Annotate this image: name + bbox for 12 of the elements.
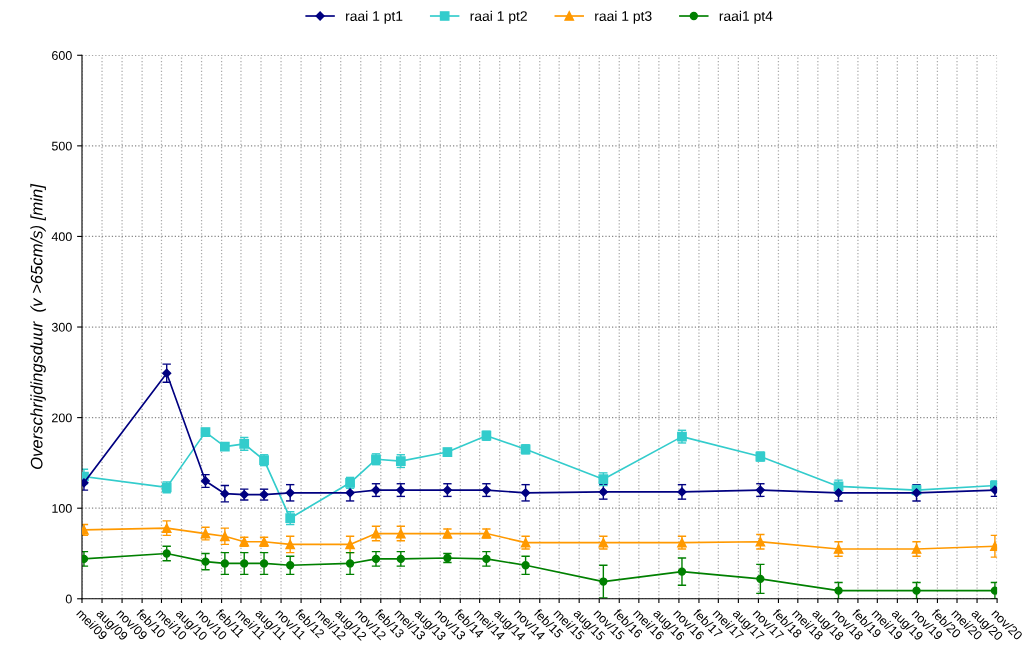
y-tick-label: 600 xyxy=(52,51,72,60)
y-tick-label: 300 xyxy=(51,322,72,332)
y-axis-title: Overschrijdingsduur (v >65cm/s) [min] xyxy=(30,183,46,469)
y-tick-label: 100 xyxy=(52,504,72,513)
legend-label: raai 1 pt2 xyxy=(470,10,527,24)
y-tick-label: 500 xyxy=(51,141,72,151)
legend-label: raai 1 pt3 xyxy=(595,10,652,24)
y-tick-label: 0 xyxy=(65,594,72,604)
y-tick-label: 400 xyxy=(51,232,72,242)
legend-label: raai 1 pt1 xyxy=(346,10,403,24)
y-tick-label: 200 xyxy=(52,413,72,423)
legend-label: raai1 pt4 xyxy=(719,10,773,24)
